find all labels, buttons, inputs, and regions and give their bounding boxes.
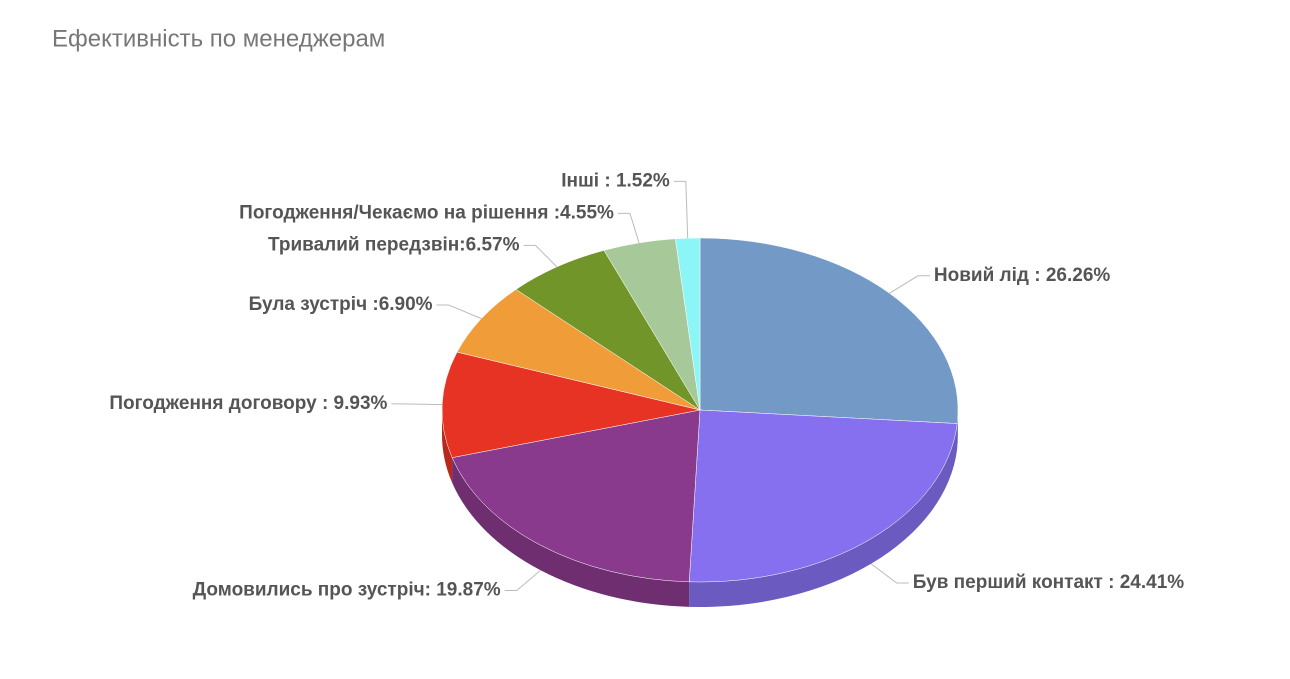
slice <box>441 351 701 458</box>
data-label: Домовились про зустріч: 19.87% <box>193 580 501 601</box>
slice <box>451 409 701 583</box>
slice <box>675 237 701 411</box>
leader-line <box>523 244 558 268</box>
data-label: Був перший контакт : 24.41% <box>913 572 1185 593</box>
leader-line <box>391 403 443 406</box>
leader-line <box>436 304 482 320</box>
data-label: Інші : 1.52% <box>561 170 670 191</box>
data-label: Погодження договору : 9.93% <box>109 393 387 414</box>
slice <box>699 237 959 424</box>
data-label: Тривалий передзвін:6.57% <box>268 234 520 255</box>
data-label: Погодження/Чекаємо на рішення :4.55% <box>239 202 614 223</box>
chart-title: Ефективність по менеджерам <box>52 25 385 52</box>
leader-line <box>870 563 909 584</box>
slice-side <box>442 410 453 483</box>
data-label: Була зустріч :6.90% <box>249 294 433 315</box>
leader-line <box>617 212 640 244</box>
leader-line <box>673 180 689 239</box>
slice-side <box>689 423 958 608</box>
slice <box>688 409 958 583</box>
data-label: Новий лід : 26.26% <box>934 265 1110 286</box>
leader-line <box>889 275 930 294</box>
slice <box>456 289 701 411</box>
slice-side <box>452 457 690 607</box>
leader-line <box>504 569 541 592</box>
